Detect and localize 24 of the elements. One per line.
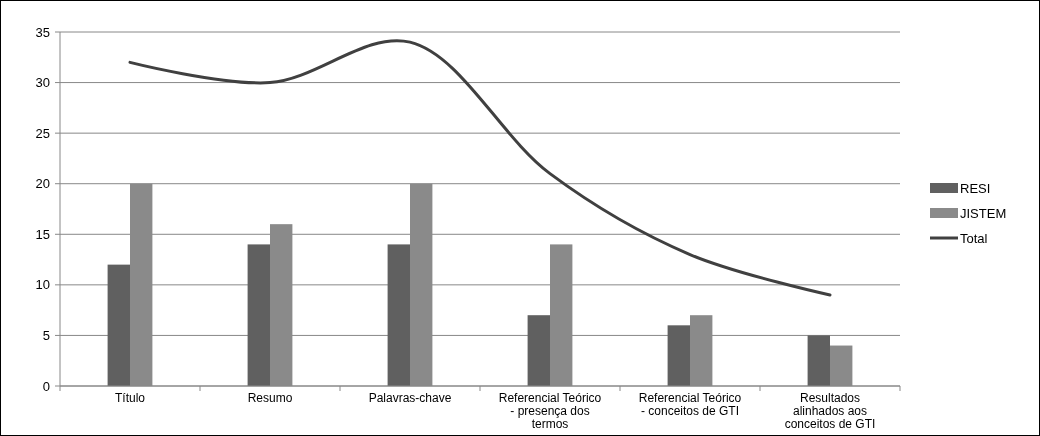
line-series [128, 39, 832, 297]
y-tick-label: 25 [35, 125, 50, 141]
x-tick-label: Referencial Teórico - conceitos de GTI [638, 391, 742, 418]
y-tick-label: 15 [35, 226, 50, 242]
x-tick-label: Referencial Teórico - presença dos termos [498, 391, 602, 431]
bar [387, 244, 410, 386]
x-tick-label: Resultados alinhados aos conceitos de GTI [784, 391, 876, 431]
x-tick-label: Palavras-chave [368, 391, 452, 405]
bar [807, 335, 830, 386]
y-tick-label: 20 [35, 176, 50, 192]
y-tick-label: 0 [42, 378, 50, 394]
x-tick-label: Título [114, 391, 146, 405]
y-tick-label: 30 [35, 75, 50, 91]
y-tick-label: 35 [35, 24, 50, 40]
x-tick-label: Resumo [247, 391, 293, 405]
y-tick-label: 10 [35, 277, 50, 293]
legend-label: Total [960, 230, 988, 246]
bar [667, 325, 690, 386]
legend-label: JISTEM [960, 205, 1007, 221]
bar [107, 264, 130, 386]
bar [247, 244, 270, 386]
legend-label: RESI [960, 180, 991, 196]
y-tick-label: 5 [42, 327, 50, 343]
bar [527, 315, 550, 386]
